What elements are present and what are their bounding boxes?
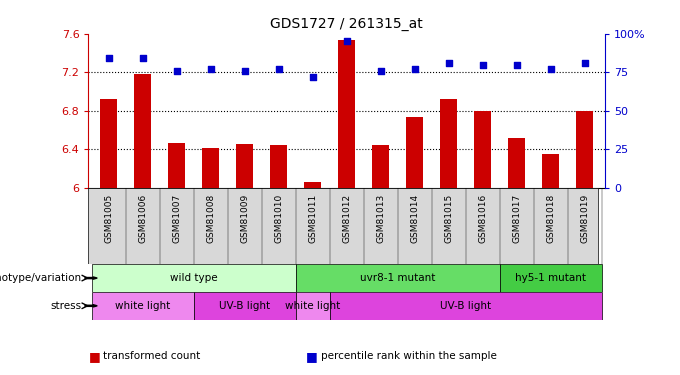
Text: GSM81016: GSM81016 xyxy=(478,194,488,243)
Point xyxy=(341,39,352,45)
Bar xyxy=(92,292,194,320)
Point xyxy=(443,60,454,66)
Point xyxy=(511,62,522,68)
Text: GSM81010: GSM81010 xyxy=(274,194,284,243)
Bar xyxy=(101,99,118,188)
Text: GSM81018: GSM81018 xyxy=(546,194,556,243)
Bar xyxy=(271,145,287,188)
Text: GSM81005: GSM81005 xyxy=(104,194,114,243)
Text: wild type: wild type xyxy=(170,273,218,283)
Text: transformed count: transformed count xyxy=(103,351,201,361)
Text: stress: stress xyxy=(50,301,82,311)
Text: GSM81011: GSM81011 xyxy=(308,194,318,243)
Text: UV-B light: UV-B light xyxy=(440,301,492,311)
Bar xyxy=(339,39,355,188)
Text: GSM81014: GSM81014 xyxy=(410,194,420,243)
Text: GSM81008: GSM81008 xyxy=(206,194,216,243)
Bar xyxy=(475,111,491,188)
Point xyxy=(273,66,284,72)
Text: UV-B light: UV-B light xyxy=(219,301,271,311)
Point xyxy=(579,60,590,66)
Text: percentile rank within the sample: percentile rank within the sample xyxy=(321,351,497,361)
Text: GSM81017: GSM81017 xyxy=(512,194,522,243)
Bar xyxy=(441,99,457,188)
Bar xyxy=(407,117,423,188)
Text: ■: ■ xyxy=(88,350,100,363)
Text: uvr8-1 mutant: uvr8-1 mutant xyxy=(360,273,435,283)
Point xyxy=(409,66,420,72)
Bar xyxy=(135,74,151,188)
Text: GSM81012: GSM81012 xyxy=(342,194,352,243)
Bar xyxy=(92,264,296,292)
Bar xyxy=(542,154,559,188)
Bar xyxy=(296,264,500,292)
Bar xyxy=(203,148,219,188)
Point xyxy=(307,74,318,80)
Point xyxy=(375,68,386,74)
Bar xyxy=(330,292,602,320)
Bar xyxy=(500,264,602,292)
Point xyxy=(103,56,114,62)
Bar xyxy=(237,144,253,188)
Text: white light: white light xyxy=(115,301,171,311)
Point xyxy=(239,68,250,74)
Title: GDS1727 / 261315_at: GDS1727 / 261315_at xyxy=(271,17,423,32)
Text: genotype/variation: genotype/variation xyxy=(0,273,82,283)
Point xyxy=(171,68,182,74)
Point xyxy=(545,66,556,72)
Bar xyxy=(576,111,593,188)
Text: GSM81013: GSM81013 xyxy=(376,194,386,243)
Text: hy5-1 mutant: hy5-1 mutant xyxy=(515,273,586,283)
Bar xyxy=(169,143,185,188)
Text: GSM81019: GSM81019 xyxy=(580,194,590,243)
Text: GSM81006: GSM81006 xyxy=(138,194,148,243)
Text: GSM81009: GSM81009 xyxy=(240,194,250,243)
Text: GSM81007: GSM81007 xyxy=(172,194,182,243)
Bar xyxy=(509,138,525,188)
Point xyxy=(477,62,488,68)
Text: white light: white light xyxy=(285,301,341,311)
Bar xyxy=(194,292,296,320)
Bar xyxy=(373,145,389,188)
Text: ■: ■ xyxy=(306,350,318,363)
Point xyxy=(205,66,216,72)
Bar xyxy=(305,182,322,188)
Bar xyxy=(296,292,330,320)
Text: GSM81015: GSM81015 xyxy=(444,194,454,243)
Point xyxy=(137,56,148,62)
